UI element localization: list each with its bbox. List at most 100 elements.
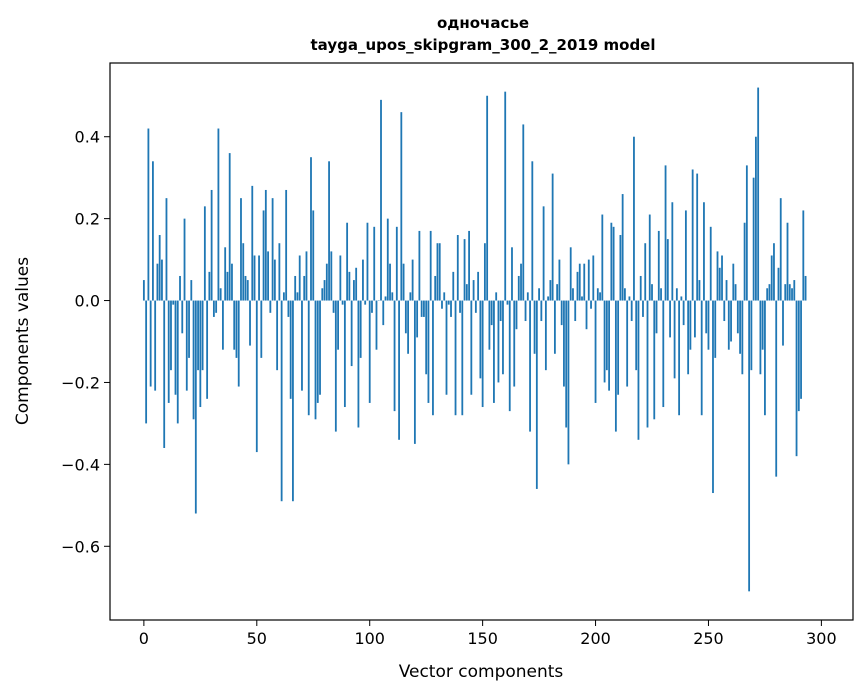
bar-201 xyxy=(596,288,599,301)
bar-90 xyxy=(346,222,349,301)
bar-266 xyxy=(743,222,746,301)
bar-190 xyxy=(572,288,574,301)
bar-143 xyxy=(465,284,468,301)
bar-64 xyxy=(287,300,290,317)
bar-185 xyxy=(560,300,563,326)
bar-126 xyxy=(427,300,430,403)
bar-73 xyxy=(307,300,310,416)
bar-101 xyxy=(371,300,373,313)
bar-282 xyxy=(779,198,782,301)
bar-167 xyxy=(520,263,522,301)
bar-241 xyxy=(687,300,690,375)
y-tick-label: −0.6 xyxy=(61,537,100,556)
bar-166 xyxy=(517,275,520,301)
bar-292 xyxy=(802,210,805,301)
bar-113 xyxy=(398,300,400,440)
bar-289 xyxy=(795,300,798,457)
bar-264 xyxy=(739,300,741,354)
bar-96 xyxy=(359,300,362,358)
bar-212 xyxy=(621,194,624,301)
bar-197 xyxy=(587,259,590,301)
y-tick-label: 0.2 xyxy=(75,210,100,229)
bar-287 xyxy=(791,288,793,301)
bar-145 xyxy=(470,300,473,395)
bar-127 xyxy=(429,230,432,301)
bar-206 xyxy=(608,300,610,391)
x-tick-label: 300 xyxy=(806,629,837,648)
bar-87 xyxy=(339,255,342,301)
bar-85 xyxy=(334,300,337,432)
bar-191 xyxy=(574,300,577,322)
bar-117 xyxy=(407,300,410,354)
bar-182 xyxy=(553,300,556,354)
bar-91 xyxy=(348,271,351,301)
bar-205 xyxy=(605,300,608,371)
bar-76 xyxy=(314,300,317,420)
bars-group xyxy=(142,87,807,592)
bar-269 xyxy=(750,300,753,371)
bar-123 xyxy=(420,300,423,317)
bar-159 xyxy=(502,300,504,375)
bar-51 xyxy=(258,255,260,301)
bar-92 xyxy=(350,300,353,367)
bar-142 xyxy=(463,239,466,301)
x-tick-label: 250 xyxy=(693,629,724,648)
bar-148 xyxy=(477,271,480,301)
bar-252 xyxy=(712,300,714,494)
bar-124 xyxy=(423,300,425,317)
bar-97 xyxy=(362,259,364,301)
bar-192 xyxy=(576,271,579,301)
bar-285 xyxy=(786,222,789,301)
bar-82 xyxy=(328,161,330,301)
bar-44 xyxy=(242,243,245,301)
bar-130 xyxy=(436,243,439,301)
bar-293 xyxy=(804,275,807,301)
bar-57 xyxy=(271,198,274,301)
bar-71 xyxy=(303,275,306,301)
bar-38 xyxy=(228,153,231,301)
bar-23 xyxy=(194,300,197,514)
bar-175 xyxy=(538,288,540,301)
bar-107 xyxy=(384,296,387,301)
bar-132 xyxy=(441,300,443,309)
bar-35 xyxy=(222,300,224,350)
bar-233 xyxy=(669,300,671,338)
bar-230 xyxy=(662,300,665,408)
bar-160 xyxy=(504,91,507,301)
bar-260 xyxy=(730,300,732,342)
bar-32 xyxy=(215,300,218,313)
bar-274 xyxy=(761,300,764,350)
x-axis-label: Vector components xyxy=(399,662,564,682)
bar-115 xyxy=(402,263,405,301)
bar-55 xyxy=(267,251,269,301)
bar-10 xyxy=(165,198,168,301)
bar-20 xyxy=(188,300,190,358)
bar-21 xyxy=(190,280,193,301)
bar-94 xyxy=(355,267,358,301)
bar-109 xyxy=(389,263,391,301)
bar-239 xyxy=(682,300,685,326)
bar-33 xyxy=(217,128,220,301)
chart-subtitle: tayga_upos_skipgram_300_2_2019 model xyxy=(311,36,656,54)
bar-56 xyxy=(269,300,272,313)
bar-128 xyxy=(432,300,434,416)
bar-116 xyxy=(404,300,407,334)
bar-110 xyxy=(391,292,394,301)
bar-103 xyxy=(375,300,378,350)
bar-147 xyxy=(474,300,477,313)
bar-244 xyxy=(694,300,696,338)
bar-52 xyxy=(260,300,263,358)
bar-253 xyxy=(714,300,717,358)
bar-66 xyxy=(292,300,294,502)
bar-187 xyxy=(565,300,568,428)
bar-53 xyxy=(262,210,265,301)
bar-195 xyxy=(583,263,586,301)
bar-29 xyxy=(208,271,211,301)
bar-227 xyxy=(655,300,658,334)
bar-137 xyxy=(452,271,455,301)
bar-209 xyxy=(614,300,617,432)
bar-225 xyxy=(651,284,653,301)
y-tick-label: 0.4 xyxy=(75,128,100,147)
bar-204 xyxy=(603,300,606,383)
bar-174 xyxy=(535,300,538,489)
